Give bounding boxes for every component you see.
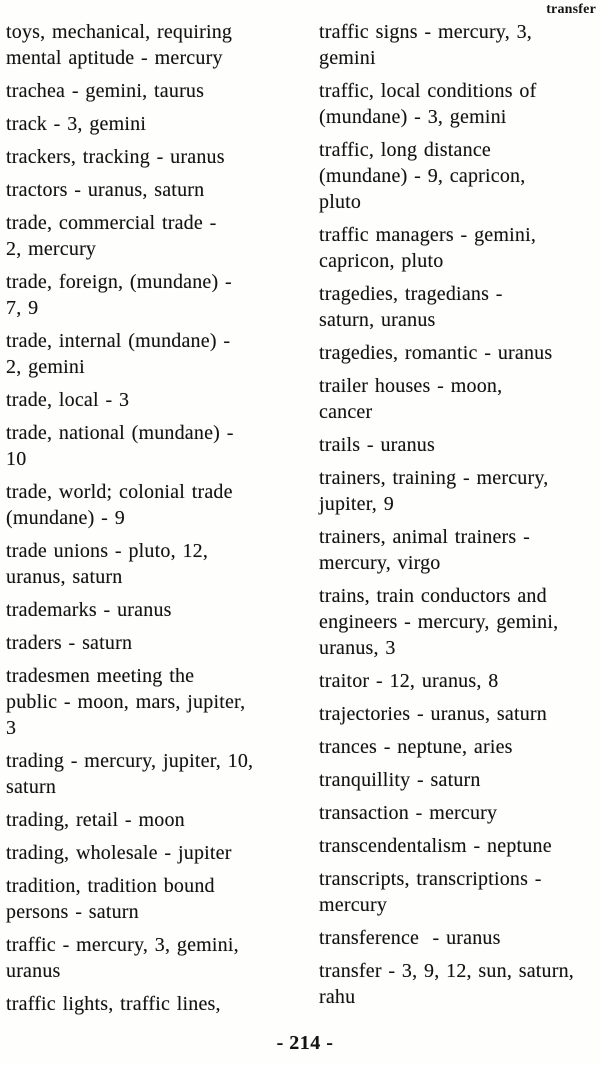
- index-entry: trachea - gemini, taurus: [6, 80, 205, 102]
- running-head: transfer: [546, 2, 596, 17]
- index-entry: trailer houses - moon, cancer: [319, 375, 503, 423]
- index-entry: traffic managers - gemini, capricon, plu…: [319, 224, 537, 272]
- index-entry: trademarks - uranus: [6, 599, 172, 621]
- index-entry: traders - saturn: [6, 632, 133, 654]
- index-entry: trading - mercury, jupiter, 10, saturn: [6, 750, 254, 798]
- index-entry: tragedies, romantic - uranus: [319, 342, 553, 364]
- index-entry: trackers, tracking - uranus: [6, 146, 225, 168]
- index-entry: transfer - 3, 9, 12, sun, saturn, rahu: [319, 960, 574, 1008]
- text-columns: toys, mechanical, requiring mental aptit…: [6, 19, 600, 1024]
- index-entry: tractors - uranus, saturn: [6, 179, 205, 201]
- index-entry: trading, retail - moon: [6, 809, 185, 831]
- index-entry: traffic signs - mercury, 3, gemini: [319, 21, 533, 69]
- index-entry: trade unions - pluto, 12, uranus, saturn: [6, 540, 209, 588]
- index-entry: trade, internal (mundane) - 2, gemini: [6, 330, 231, 378]
- index-entry: trade, commercial trade - 2, mercury: [6, 212, 217, 260]
- index-entry: trajectories - uranus, saturn: [319, 703, 547, 725]
- index-entry: trainers, training - mercury, jupiter, 9: [319, 467, 549, 515]
- index-entry: trade, world; colonial trade (mundane) -…: [6, 481, 233, 529]
- index-entry: toys, mechanical, requiring mental aptit…: [6, 21, 233, 69]
- right-column: traffic signs - mercury, 3, gemini traff…: [319, 19, 600, 1017]
- index-entry: trade, national (mundane) - 10: [6, 422, 234, 470]
- index-entry: tradesmen meeting the public - moon, mar…: [6, 665, 246, 739]
- index-entry: trainers, animal trainers - mercury, vir…: [319, 526, 530, 574]
- index-entry: traffic - mercury, 3, gemini, uranus: [6, 934, 239, 982]
- index-entry: trains, train conductors and engineers -…: [319, 585, 559, 659]
- index-entry: trails - uranus: [319, 434, 435, 456]
- index-entry: tradition, tradition bound persons - sat…: [6, 875, 215, 923]
- index-entry: trade, local - 3: [6, 389, 130, 411]
- index-entry: transcripts, transcriptions - mercury: [319, 868, 542, 916]
- index-entry: trade, foreign, (mundane) - 7, 9: [6, 271, 232, 319]
- index-entry: tragedies, tragedians - saturn, uranus: [319, 283, 503, 331]
- index-entry: traitor - 12, uranus, 8: [319, 670, 499, 692]
- index-entry: traffic, local conditions of (mundane) -…: [319, 80, 537, 128]
- index-entry: trances - neptune, aries: [319, 736, 513, 758]
- index-entry: tranquillity - saturn: [319, 769, 481, 791]
- page-number: - 214 -: [276, 1032, 334, 1054]
- index-entry: transference - uranus: [319, 927, 501, 949]
- left-column: toys, mechanical, requiring mental aptit…: [6, 19, 319, 1024]
- index-entry: trading, wholesale - jupiter: [6, 842, 232, 864]
- index-entry: transaction - mercury: [319, 802, 498, 824]
- index-entry: track - 3, gemini: [6, 113, 147, 135]
- index-entry: transcendentalism - neptune: [319, 835, 552, 857]
- index-entry: traffic, long distance (mundane) - 9, ca…: [319, 139, 526, 213]
- index-entry: traffic lights, traffic lines,: [6, 993, 221, 1015]
